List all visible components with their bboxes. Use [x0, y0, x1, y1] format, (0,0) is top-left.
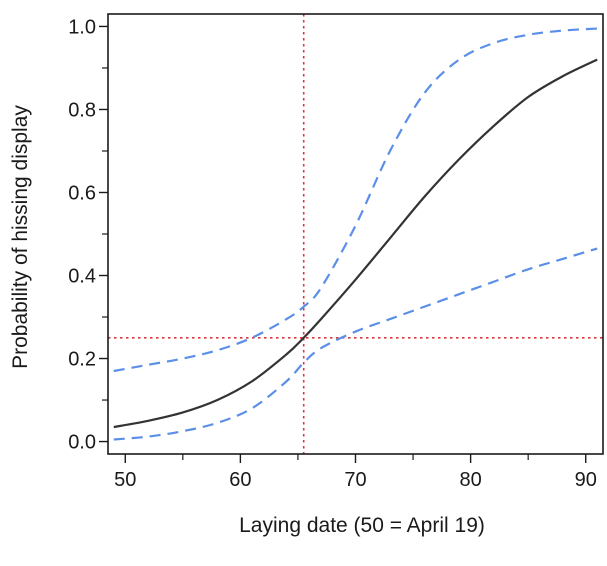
y-tick-label-0.2: 0.2	[68, 349, 96, 371]
x-tick-label-80: 80	[459, 469, 481, 491]
y-tick-label-0.8: 0.8	[68, 99, 96, 121]
y-axis-title: Probability of hissing display	[9, 105, 32, 369]
x-axis-title: Laying date (50 = April 19)	[239, 514, 485, 537]
y-tick-label-0.0: 0.0	[68, 432, 96, 454]
x-tick-label-90: 90	[575, 469, 597, 491]
x-tick-label-70: 70	[344, 469, 366, 491]
y-tick-label-0.6: 0.6	[68, 182, 96, 204]
fit-line	[113, 58, 598, 429]
upper-ci-line	[113, 27, 598, 373]
x-tick-label-60: 60	[229, 469, 251, 491]
lower-ci-line	[113, 247, 598, 441]
y-tick-label-0.4: 0.4	[68, 266, 96, 288]
y-tick-label-1.0: 1.0	[68, 16, 96, 38]
plot-frame	[107, 13, 604, 455]
x-tick-label-50: 50	[114, 469, 136, 491]
